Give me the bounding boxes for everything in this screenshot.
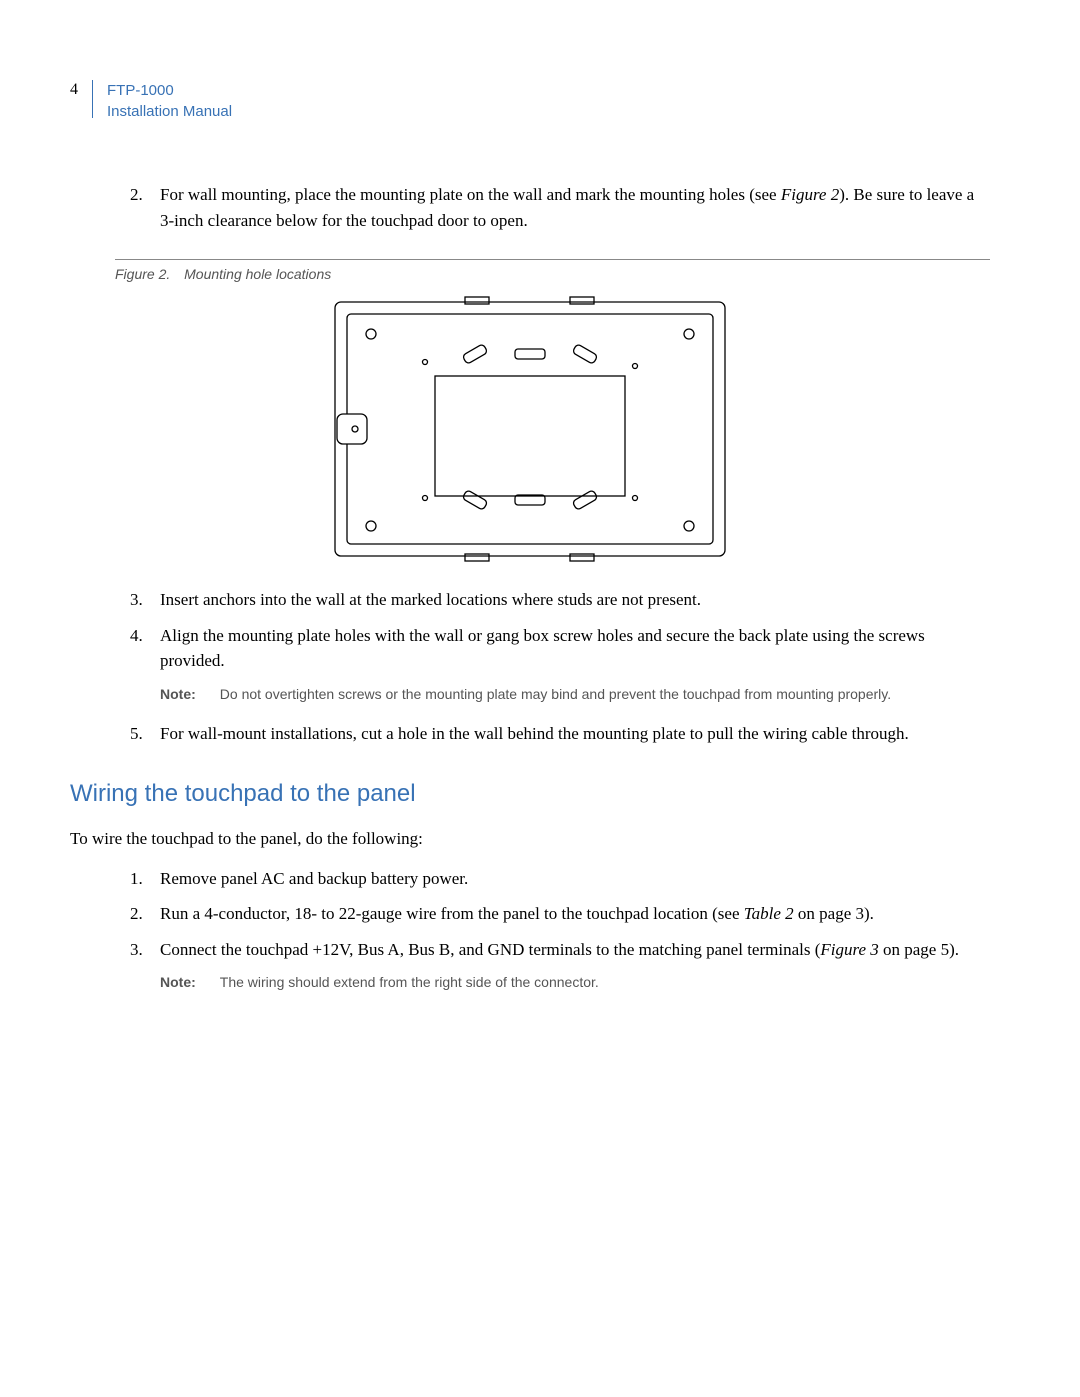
step-number: 1. <box>130 866 160 892</box>
step-number: 2. <box>130 182 160 233</box>
wiring-step-3: 3. Connect the touchpad +12V, Bus A, Bus… <box>130 937 990 963</box>
note-1: Note: Do not overtighten screws or the m… <box>160 684 990 705</box>
step-text: Remove panel AC and backup battery power… <box>160 866 990 892</box>
doc-title: Installation Manual <box>107 101 232 122</box>
main-content: 2. For wall mounting, place the mounting… <box>130 182 990 233</box>
wiring-step-1: 1. Remove panel AC and backup battery po… <box>130 866 990 892</box>
step-5: 5. For wall-mount installations, cut a h… <box>130 721 990 747</box>
step-text: Align the mounting plate holes with the … <box>160 623 990 674</box>
note-label: Note: <box>160 972 196 993</box>
step-number: 3. <box>130 587 160 613</box>
section-heading: Wiring the touchpad to the panel <box>70 780 990 808</box>
mounting-plate-diagram <box>325 294 735 564</box>
product-name: FTP-1000 <box>107 80 232 101</box>
note-text: The wiring should extend from the right … <box>220 972 990 993</box>
step-text: Connect the touchpad +12V, Bus A, Bus B,… <box>160 937 990 963</box>
figure-caption: Figure 2. Mounting hole locations <box>115 259 990 282</box>
step-text: For wall-mount installations, cut a hole… <box>160 721 990 747</box>
step-text: Run a 4-conductor, 18- to 22-gauge wire … <box>160 901 990 927</box>
step-2: 2. For wall mounting, place the mounting… <box>130 182 990 233</box>
wiring-step-2: 2. Run a 4-conductor, 18- to 22-gauge wi… <box>130 901 990 927</box>
page-number: 4 <box>70 80 78 101</box>
figure-diagram <box>70 294 990 569</box>
step-number: 5. <box>130 721 160 747</box>
section-intro: To wire the touchpad to the panel, do th… <box>70 826 990 852</box>
figure-label: Figure 2. <box>115 266 170 282</box>
note-text: Do not overtighten screws or the mountin… <box>220 684 990 705</box>
note-2: Note: The wiring should extend from the … <box>160 972 990 993</box>
step-4: 4. Align the mounting plate holes with t… <box>130 623 990 674</box>
page-header: 4 FTP-1000 Installation Manual <box>70 80 990 122</box>
step-3: 3. Insert anchors into the wall at the m… <box>130 587 990 613</box>
figure-title: Mounting hole locations <box>184 266 331 282</box>
header-titles: FTP-1000 Installation Manual <box>107 80 232 122</box>
step-number: 3. <box>130 937 160 963</box>
note-label: Note: <box>160 684 196 705</box>
step-text: For wall mounting, place the mounting pl… <box>160 182 990 233</box>
step-text: Insert anchors into the wall at the mark… <box>160 587 990 613</box>
step-number: 2. <box>130 901 160 927</box>
header-divider <box>92 80 93 118</box>
step-number: 4. <box>130 623 160 674</box>
